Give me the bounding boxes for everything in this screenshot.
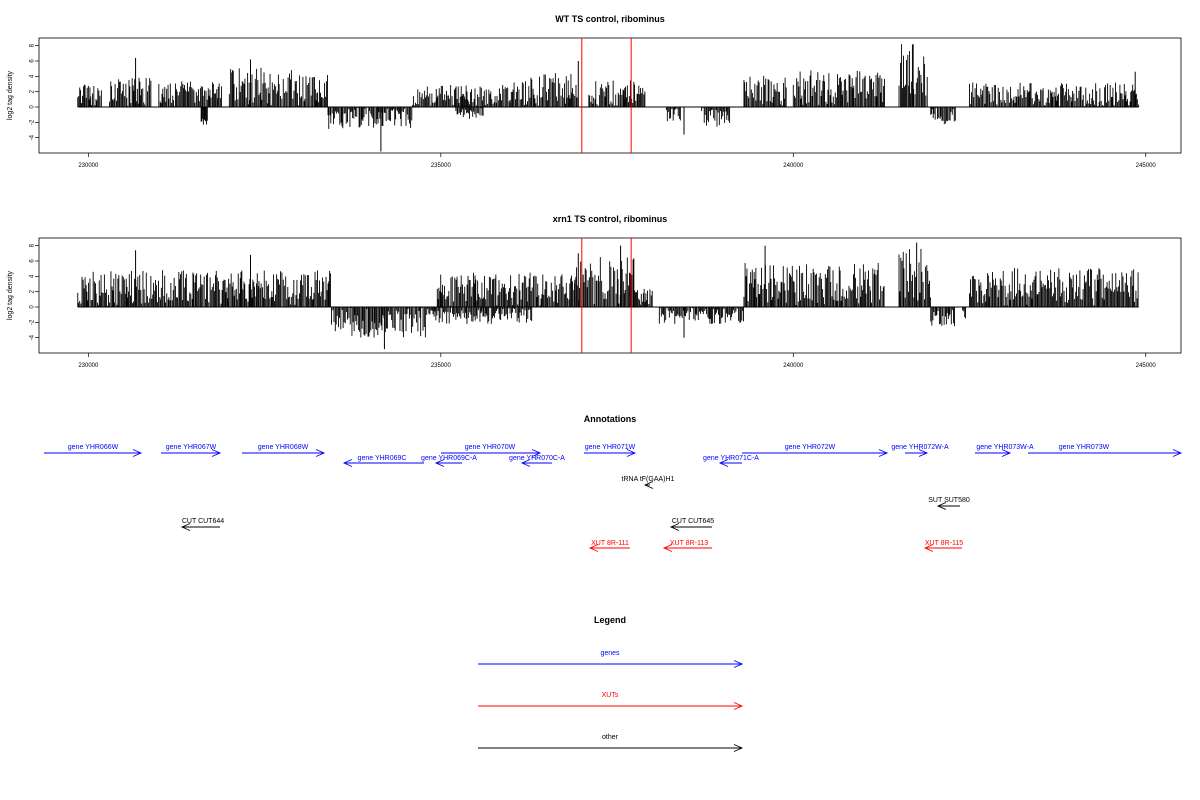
signal-bars	[77, 242, 1139, 350]
feature-label: XUT 8R-115	[925, 540, 963, 547]
legend-item-label: genes	[600, 650, 620, 657]
legend-title: Legend	[594, 615, 626, 625]
y-tick-label: 8	[30, 43, 36, 47]
feature-arrow	[718, 459, 742, 467]
feature-label: CUT CUT645	[672, 518, 714, 525]
x-tick-label: 245000	[1136, 363, 1157, 369]
y-tick-label: 4	[30, 74, 36, 78]
y-axis-label: log2 tag density	[7, 270, 14, 320]
feature-arrow	[1028, 449, 1183, 457]
feature-arrow	[180, 523, 220, 531]
y-tick-label: 0	[30, 305, 36, 309]
y-tick-label: -2	[30, 319, 36, 325]
track-panel-1: WT TS control, ribominus -4 -2 0 2 4 6 8 log2 ta…	[7, 14, 1182, 169]
legend-arrow	[478, 702, 744, 710]
y-tick-label: 8	[30, 243, 36, 247]
y-tick-label: 2	[30, 89, 36, 93]
legend-arrow	[478, 744, 744, 752]
y-tick-label: 0	[30, 105, 36, 109]
feature-arrow	[44, 449, 143, 457]
y-tick-label: -4	[30, 134, 36, 140]
feature-arrow	[936, 502, 960, 510]
x-tick-label: 230000	[78, 163, 99, 169]
x-tick-label: 240000	[783, 163, 804, 169]
feature-arrow	[662, 544, 712, 552]
annotations-title: Annotations	[584, 414, 637, 424]
feature-label: tRNA tF(GAA)H1	[622, 476, 675, 483]
legend: Legend genes XUTs other	[478, 615, 744, 752]
track-title: xrn1 TS control, ribominus	[553, 214, 668, 224]
feature-arrow	[584, 449, 637, 457]
feature-arrow	[643, 481, 654, 489]
feature-arrow	[520, 459, 552, 467]
y-axis-label: log2 tag density	[7, 70, 14, 120]
feature-label: gene YHR073W-A	[976, 444, 1034, 451]
x-tick-label: 245000	[1136, 163, 1157, 169]
feature-arrow	[434, 459, 462, 467]
feature-arrow	[669, 523, 712, 531]
feature-label: XUT 8R-111	[591, 540, 629, 547]
feature-label: gene YHR072W-A	[891, 444, 949, 451]
feature-arrow	[905, 449, 929, 457]
feature-arrow	[242, 449, 326, 457]
feature-arrow	[441, 449, 542, 457]
feature-label: gene YHR070C-A	[509, 455, 565, 462]
track-title: WT TS control, ribominus	[555, 14, 665, 24]
x-tick-label: 235000	[431, 163, 452, 169]
y-tick-label: 2	[30, 289, 36, 293]
legend-item-label: XUTs	[602, 692, 619, 699]
feature-label: gene YHR071W	[585, 444, 636, 451]
x-tick-label: 230000	[78, 363, 99, 369]
feature-arrow	[975, 449, 1012, 457]
feature-label: gene YHR072W	[785, 444, 836, 451]
x-tick-label: 240000	[783, 363, 804, 369]
feature-arrow	[742, 449, 889, 457]
feature-label: gene YHR066W	[68, 444, 119, 451]
feature-label: SUT SUT580	[928, 497, 970, 504]
y-tick-label: 6	[30, 259, 36, 263]
feature-label: gene YHR071C-A	[703, 455, 759, 462]
signal-bars	[77, 44, 1140, 152]
feature-label: CUT CUT644	[182, 518, 224, 525]
y-tick-label: 6	[30, 59, 36, 63]
y-tick-label: 4	[30, 274, 36, 278]
plot-frame	[38, 237, 1182, 354]
feature-label: gene YHR070W	[465, 444, 516, 451]
feature-label: gene YHR069C-A	[421, 455, 477, 462]
annotations-panel: Annotations gene YHR066W gene YHR067W gene …	[44, 414, 1183, 552]
feature-label: gene YHR073W	[1059, 444, 1110, 451]
y-tick-label: -4	[30, 334, 36, 340]
x-tick-label: 235000	[431, 363, 452, 369]
feature-label: gene YHR068W	[258, 444, 309, 451]
feature-arrow	[923, 544, 962, 552]
legend-arrow	[478, 660, 744, 668]
feature-label: XUT 8R-113	[670, 540, 708, 547]
feature-label: gene YHR069C	[358, 455, 407, 462]
y-tick-label: -2	[30, 119, 36, 125]
feature-arrow	[342, 459, 424, 467]
track-panel-2: xrn1 TS control, ribominus -4 -2 0 2 4 6 8 log2 …	[7, 214, 1182, 369]
feature-label: gene YHR067W	[166, 444, 217, 451]
feature-arrow	[161, 449, 222, 457]
plot-frame	[38, 37, 1182, 154]
legend-item-label: other	[602, 734, 619, 741]
feature-arrow	[588, 544, 630, 552]
